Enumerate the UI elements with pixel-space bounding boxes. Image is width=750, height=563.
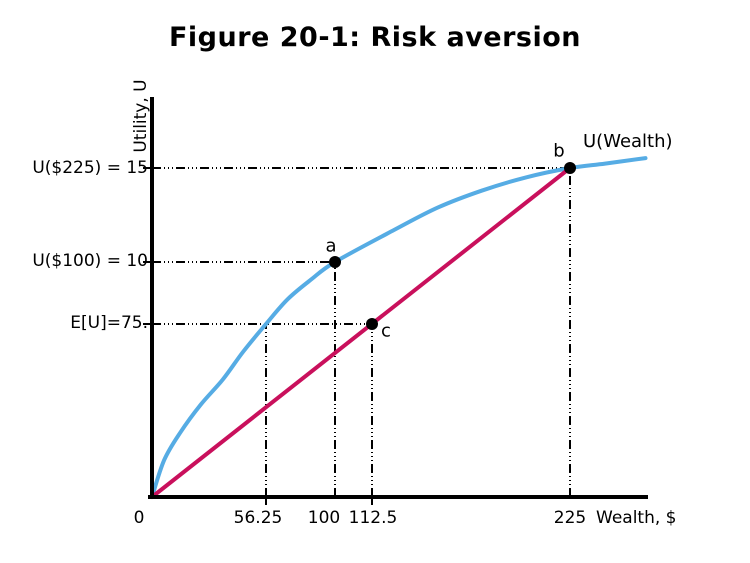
series-expected-utility-chord [150, 166, 572, 499]
figure-title: Figure 20-1: Risk aversion [168, 22, 582, 53]
series-U(Wealth) [150, 156, 648, 499]
x-tick-label-0: 0 [133, 508, 145, 528]
y-value-label-eu: E[U]=75. [70, 313, 148, 333]
point-a [329, 256, 341, 268]
x-tick-label-225: 225 [553, 508, 587, 528]
point-label-b: b [553, 140, 565, 162]
curve-label: U(Wealth) [583, 131, 673, 152]
point-b [564, 162, 576, 174]
x-tick-label-112-5: 112.5 [348, 508, 398, 528]
y-value-label-u225: U($225) = 15 [32, 158, 148, 178]
x-tick-label-56-25: 56.25 [233, 508, 283, 528]
point-c [366, 318, 378, 330]
point-label-a: a [325, 235, 337, 257]
y-axis-title: Utility, U [131, 79, 151, 153]
y-value-label-u100: U($100) = 10 [32, 251, 148, 271]
point-label-c: c [381, 320, 391, 342]
x-tick-label-100: 100 [307, 508, 341, 528]
x-axis-title: Wealth, $ [596, 508, 677, 528]
